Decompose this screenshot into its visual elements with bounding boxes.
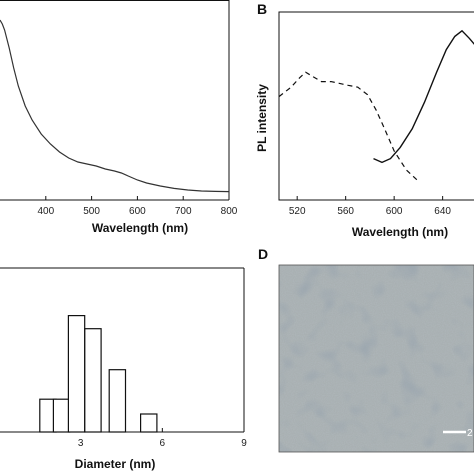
panel-b-x-tick-label: 560	[337, 206, 354, 217]
panel-d-letter: D	[258, 246, 268, 262]
panel-c-bars	[39, 315, 158, 433]
panel-b-solid-series	[373, 29, 474, 164]
micrograph-frame	[278, 264, 474, 453]
panel-c-bar	[67, 315, 86, 433]
panel-b-letter: B	[257, 1, 267, 17]
panel-b-frame	[278, 11, 474, 201]
panel-b-dashed-series	[278, 71, 419, 182]
scale-bar-label: 2	[467, 428, 473, 439]
panel-a: 400 500 600 700 800 Wavelength (nm)	[0, 0, 238, 235]
panel-a-x-tick-label: 400	[37, 206, 54, 217]
panel-c-x-label: Diameter (nm)	[75, 457, 156, 471]
panel-b-y-label: PL intensity	[255, 84, 269, 152]
panel-c-x-tick-label: 6	[160, 438, 166, 449]
panel-a-x-tick-label: 800	[221, 206, 238, 217]
panel-b: B 520 560 600 640 PL intensity Wavelength (…	[255, 1, 474, 239]
panel-a-series-line	[0, 19, 230, 193]
panel-b-ticks: 520 560 600 640	[289, 196, 451, 217]
panel-a-x-tick-label: 700	[175, 206, 192, 217]
panel-d: D 2	[258, 246, 474, 453]
panel-c-ticks: 3 6 9	[78, 428, 247, 449]
panel-a-x-tick-label: 600	[129, 206, 146, 217]
panel-c-bar	[84, 328, 102, 433]
panel-c: 3 6 9 Diameter (nm)	[0, 267, 247, 471]
panel-b-x-tick-label: 520	[289, 206, 306, 217]
panel-c-bar	[52, 398, 71, 433]
panel-c-bar	[108, 369, 127, 433]
panel-c-x-tick-label: 9	[241, 438, 247, 449]
micrograph-particles	[279, 265, 474, 452]
panel-b-x-tick-label: 600	[386, 206, 403, 217]
panel-b-x-label: Wavelength (nm)	[352, 225, 448, 239]
panel-a-ticks: 400 500 600 700 800	[37, 196, 238, 217]
panel-c-bar	[140, 413, 158, 433]
panel-b-x-tick-label: 640	[434, 206, 451, 217]
panel-a-x-tick-label: 500	[83, 206, 100, 217]
panel-c-x-tick-label: 3	[78, 438, 84, 449]
panel-a-x-label: Wavelength (nm)	[92, 221, 188, 235]
